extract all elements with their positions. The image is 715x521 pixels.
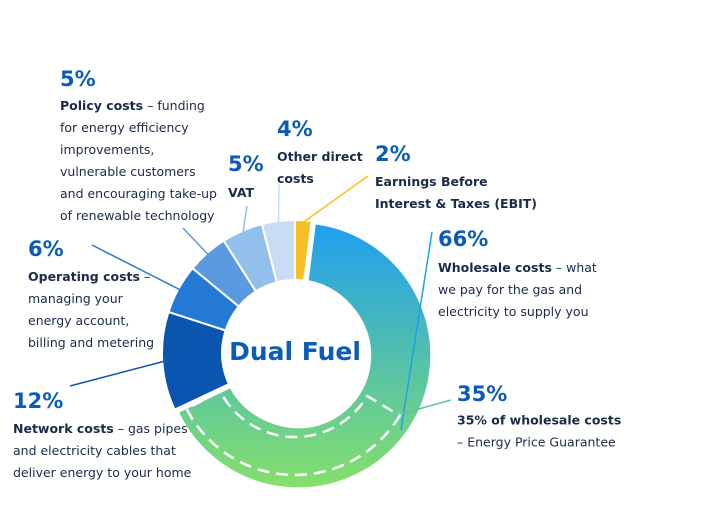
segment-name: Network costs xyxy=(13,421,114,436)
segment-description: energy account, xyxy=(28,313,129,328)
segment-description: managing your xyxy=(28,291,124,306)
segment-description: improvements, xyxy=(60,142,154,157)
segment-label: Earnings Before xyxy=(375,174,488,189)
segment-name: Policy costs xyxy=(60,98,143,113)
value-label: 35% xyxy=(457,382,507,406)
segment-label: billing and metering xyxy=(28,335,154,350)
segment-label: Interest & Taxes (EBIT) xyxy=(375,196,537,211)
segment-label: Network costs – gas pipes xyxy=(13,421,188,436)
segment-label: Operating costs – xyxy=(28,269,150,284)
segment-description: and encouraging take-up xyxy=(60,186,217,201)
leader-line xyxy=(69,360,165,387)
segment-label: VAT xyxy=(228,185,255,200)
segment-description: for energy efficiency xyxy=(60,120,189,135)
value-label: 5% xyxy=(60,67,96,91)
segment-name: VAT xyxy=(228,185,255,200)
segment-label: of renewable technology xyxy=(60,208,215,223)
value-label: 6% xyxy=(28,237,64,261)
segment-label: we pay for the gas and xyxy=(438,282,582,297)
segment-label: for energy efficiency xyxy=(60,120,189,135)
segment-description: – funding xyxy=(147,98,205,113)
segment-label: and encouraging take-up xyxy=(60,186,217,201)
donut-segment xyxy=(176,222,433,490)
leader-line xyxy=(400,231,433,431)
segment-description: billing and metering xyxy=(28,335,154,350)
annotation-region xyxy=(184,389,402,477)
segment-label: electricity to supply you xyxy=(438,304,589,319)
segment-label: deliver energy to your home xyxy=(13,465,192,480)
segment-description: – what xyxy=(556,260,597,275)
segment-description: we pay for the gas and xyxy=(438,282,582,297)
segment-description: and electricity cables that xyxy=(13,443,176,458)
leader-line xyxy=(182,227,209,256)
annotation-text: – Energy Price Guarantee xyxy=(457,435,616,450)
segment-description: of renewable technology xyxy=(60,208,215,223)
segment-label: improvements, xyxy=(60,142,154,157)
segment-name: Interest & Taxes (EBIT) xyxy=(375,196,537,211)
value-label: 5% xyxy=(228,152,264,176)
value-label: 2% xyxy=(375,142,411,166)
segment-label: costs xyxy=(277,171,314,186)
segment-label: Wholesale costs – what xyxy=(438,260,597,275)
leader-line xyxy=(302,175,369,223)
segment-name: Other direct xyxy=(277,149,363,164)
leader-line xyxy=(400,399,452,415)
segment-label: managing your xyxy=(28,291,124,306)
donut-hole xyxy=(221,279,369,427)
value-label: 4% xyxy=(277,117,313,141)
segment-label: and electricity cables that xyxy=(13,443,176,458)
segment-description: deliver energy to your home xyxy=(13,465,192,480)
value-label: 12% xyxy=(13,389,63,413)
value-label: 66% xyxy=(438,227,488,251)
segment-name: costs xyxy=(277,171,314,186)
segment-description: – gas pipes xyxy=(118,421,188,436)
center-label: Dual Fuel xyxy=(229,337,361,366)
segment-description: – xyxy=(144,269,150,284)
segment-name: Operating costs xyxy=(28,269,140,284)
segment-label: Other direct xyxy=(277,149,363,164)
annotation-title: 35% of wholesale costs xyxy=(457,413,621,428)
segment-description: electricity to supply you xyxy=(438,304,589,319)
segment-name: Earnings Before xyxy=(375,174,488,189)
leader-line xyxy=(91,244,181,291)
segment-label: energy account, xyxy=(28,313,129,328)
segment-label: Policy costs – funding xyxy=(60,98,205,113)
segment-name: Wholesale costs xyxy=(438,260,552,275)
segment-label: vulnerable customers xyxy=(60,164,196,179)
segment-description: vulnerable customers xyxy=(60,164,196,179)
leader-line xyxy=(242,205,248,233)
